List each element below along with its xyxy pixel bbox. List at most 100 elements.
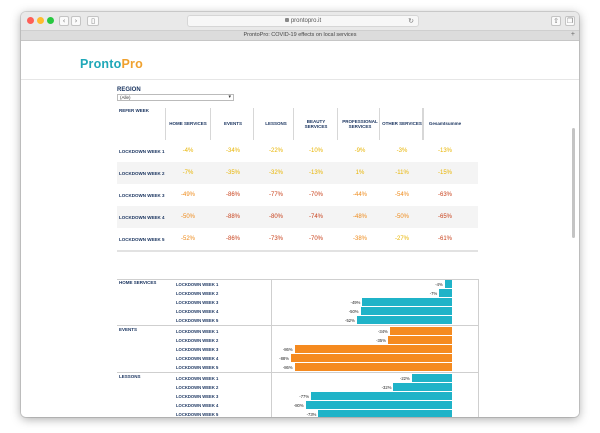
- region-select[interactable]: (Alle) ▾: [117, 94, 234, 101]
- minimize-window-button[interactable]: [37, 17, 44, 24]
- zoom-window-button[interactable]: [47, 17, 54, 24]
- column-header[interactable]: OTHER SERVICES: [382, 121, 422, 127]
- table-cell: -77%: [268, 192, 283, 198]
- table-cell: -52%: [180, 236, 195, 242]
- bar-value-label: -52%: [345, 318, 355, 323]
- browser-window: ‹ › ▯ prontopro.it ↻ ⇧ ❐ ProntoPro: COVI…: [21, 12, 579, 417]
- tab-active[interactable]: ProntoPro: COVID-19 effects on local ser…: [243, 32, 357, 38]
- bar[interactable]: [294, 345, 452, 353]
- sidebar-icon: ▯: [91, 17, 95, 25]
- bar-category-label: LOCKDOWN WEEK 1: [176, 329, 219, 334]
- table-cell: 1%: [355, 170, 365, 176]
- bar-category-label: LOCKDOWN WEEK 1: [176, 282, 219, 287]
- table-row: LOCKDOWN WEEK 4 -50% -88% -80% -74% -48% -50% -…: [117, 206, 478, 228]
- group-label: HOME SERVICES: [119, 280, 157, 285]
- bar[interactable]: [411, 374, 452, 382]
- table-cell: -50%: [180, 214, 195, 220]
- bar-value-label: -88%: [279, 356, 289, 361]
- header-divider: [21, 79, 579, 80]
- chevron-down-icon: ▾: [228, 94, 231, 100]
- bar-category-label: LOCKDOWN WEEK 2: [176, 385, 219, 390]
- bar-category-label: LOCKDOWN WEEK 3: [176, 300, 219, 305]
- row-label: LOCKDOWN WEEK 3: [119, 192, 165, 198]
- bar[interactable]: [362, 298, 452, 306]
- table-cell: -22%: [268, 148, 283, 154]
- bar[interactable]: [389, 327, 452, 335]
- new-tab-icon[interactable]: +: [570, 31, 575, 38]
- table-cell: -15%: [437, 170, 452, 176]
- bar-category-label: LOCKDOWN WEEK 4: [176, 356, 219, 361]
- bar[interactable]: [444, 280, 452, 288]
- page-content: ProntoPro REGION (Alle) ▾ REFER WEEK HOME…: [21, 42, 579, 417]
- table-cell: -34%: [225, 148, 240, 154]
- column-header[interactable]: HOME SERVICES: [169, 121, 207, 127]
- bar-category-label: LOCKDOWN WEEK 1: [176, 376, 219, 381]
- bar-value-label: -77%: [299, 394, 310, 399]
- bar-value-label: -80%: [293, 403, 304, 408]
- table-row: LOCKDOWN WEEK 2 -7% -35% -32% -13% 1% -11% -15%: [117, 162, 478, 184]
- bar-category-label: LOCKDOWN WEEK 4: [176, 403, 219, 408]
- bar-value-label: -49%: [350, 300, 361, 305]
- column-header[interactable]: Gesamtsumme: [428, 121, 462, 127]
- bar-value-label: -86%: [282, 365, 293, 370]
- table-cell: -54%: [394, 192, 409, 198]
- chart-right-border: [478, 279, 479, 417]
- bar[interactable]: [387, 336, 452, 344]
- table-cell: -4%: [182, 148, 194, 154]
- column-header[interactable]: EVENTS: [223, 121, 242, 127]
- table-cell: -13%: [437, 148, 452, 154]
- bar[interactable]: [393, 383, 452, 391]
- table-row: LOCKDOWN WEEK 1 -4% -34% -22% -10% -9% -3% -13%: [117, 140, 478, 162]
- table-cell: -48%: [352, 214, 367, 220]
- forward-button[interactable]: ›: [71, 16, 81, 26]
- bar[interactable]: [294, 363, 452, 371]
- share-button[interactable]: ⇧: [551, 16, 561, 26]
- bar-value-label: -32%: [381, 385, 392, 390]
- table-cell: -63%: [437, 192, 452, 198]
- page-scrollbar[interactable]: [572, 128, 575, 238]
- bar[interactable]: [311, 392, 452, 400]
- bar-chart: HOME SERVICES LOCKDOWN WEEK 1 -4% LOCKDOWN …: [117, 279, 479, 417]
- bar-value-label: -7%: [429, 291, 438, 296]
- logo[interactable]: ProntoPro: [80, 57, 143, 71]
- address-bar[interactable]: prontopro.it ↻: [187, 15, 419, 27]
- table-cell: -65%: [437, 214, 452, 220]
- chart-label-divider: [271, 279, 272, 417]
- table-cell: -86%: [225, 236, 240, 242]
- bar[interactable]: [360, 307, 452, 315]
- sidebar-button[interactable]: ▯: [87, 16, 99, 26]
- table-cell: -38%: [352, 236, 367, 242]
- bar[interactable]: [305, 401, 452, 409]
- table-cell: -44%: [352, 192, 367, 198]
- bar[interactable]: [318, 410, 452, 417]
- logo-text-part2: Pro: [121, 57, 143, 71]
- column-header[interactable]: BEAUTY SERVICES: [304, 118, 328, 130]
- close-window-button[interactable]: [27, 17, 34, 24]
- bar-value-label: -35%: [376, 338, 386, 343]
- bar[interactable]: [290, 354, 452, 362]
- row-label: LOCKDOWN WEEK 2: [119, 170, 165, 176]
- column-header[interactable]: LESSONS: [265, 121, 287, 127]
- url-text: prontopro.it: [290, 18, 322, 24]
- table-cell: -3%: [396, 148, 408, 154]
- group-separator: [117, 325, 479, 326]
- bar-category-label: LOCKDOWN WEEK 3: [176, 347, 219, 352]
- bar-category-label: LOCKDOWN WEEK 3: [176, 394, 219, 399]
- table-cell: -80%: [268, 214, 283, 220]
- tabs-overview-button[interactable]: ❐: [565, 16, 575, 26]
- table-cell: -70%: [308, 236, 323, 242]
- table-cell: -70%: [308, 192, 323, 198]
- bar[interactable]: [356, 316, 452, 324]
- table-cell: -9%: [354, 148, 366, 154]
- browser-toolbar: ‹ › ▯ prontopro.it ↻ ⇧ ❐: [21, 12, 579, 31]
- group-label: EVENTS: [119, 327, 138, 332]
- column-divider: [422, 108, 423, 140]
- reload-icon[interactable]: ↻: [408, 17, 414, 25]
- column-divider: [293, 108, 294, 140]
- table-cell: -11%: [395, 170, 409, 176]
- column-header[interactable]: PROFESSIONAL SERVICES: [342, 118, 378, 130]
- back-button[interactable]: ‹: [59, 16, 69, 26]
- table-cell: -88%: [225, 214, 240, 220]
- refer-week-header: REFER WEEK: [119, 108, 150, 113]
- bar[interactable]: [439, 289, 452, 297]
